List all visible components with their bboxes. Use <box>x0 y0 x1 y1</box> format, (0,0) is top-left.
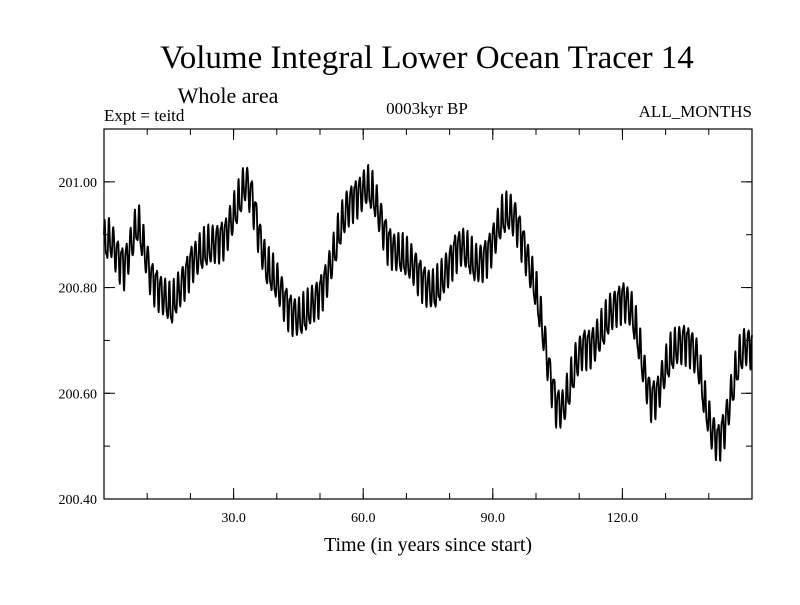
series-group <box>103 163 753 462</box>
series-line <box>103 163 753 462</box>
x-tick-label: 60.0 <box>351 511 376 526</box>
x-axis-label: Time (in years since start) <box>324 534 532 556</box>
y-tick-label: 200.60 <box>59 387 98 402</box>
plot-frame <box>103 128 753 500</box>
axis-tick-labels: 30.0 60.0 90.0 120.0 200.40 200.60 200.80 201.0… <box>59 176 639 526</box>
period-label: 0003kyr BP <box>386 99 468 118</box>
experiment-label: Expt = teitd <box>104 106 185 125</box>
x-tick-label: 30.0 <box>221 511 246 526</box>
x-tick-label: 120.0 <box>607 511 639 526</box>
x-tick-label: 90.0 <box>481 511 506 526</box>
y-tick-label: 201.00 <box>59 176 98 191</box>
axis-ticks <box>104 129 752 500</box>
y-tick-label: 200.80 <box>59 282 98 297</box>
chart-subtitle: Whole area <box>178 83 279 108</box>
y-tick-label: 200.40 <box>59 493 98 508</box>
chart-title: Volume Integral Lower Ocean Tracer 14 <box>160 40 694 76</box>
plot-area: 30.0 60.0 90.0 120.0 200.40 200.60 200.80 201.0… <box>59 128 753 526</box>
months-label: ALL_MONTHS <box>639 102 752 121</box>
